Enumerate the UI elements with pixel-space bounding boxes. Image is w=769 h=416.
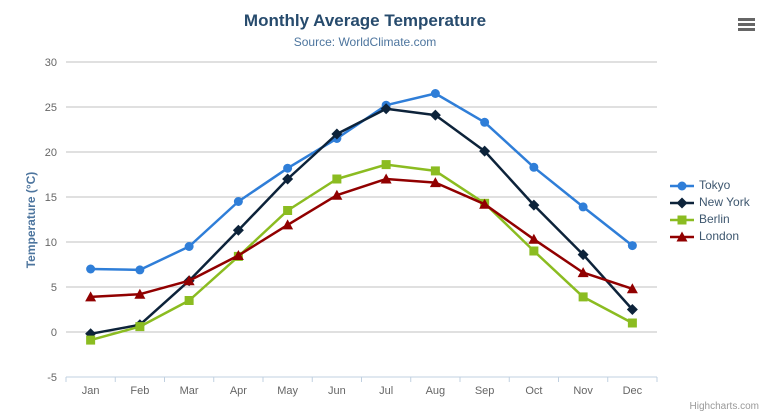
series-line-new-york <box>89 107 634 336</box>
data-point-new-york-dec[interactable] <box>626 304 638 315</box>
legend: Tokyo New York Berlin London <box>670 179 750 243</box>
x-axis-tick-label: Nov <box>573 385 593 397</box>
data-point-berlin-aug[interactable] <box>430 166 440 176</box>
data-point-tokyo-nov[interactable] <box>578 202 588 212</box>
series-line-tokyo <box>89 92 634 272</box>
legend-symbol-square-icon <box>670 215 694 224</box>
data-point-berlin-oct[interactable] <box>529 246 539 256</box>
x-axis-tick-label: Sep <box>475 385 495 397</box>
data-point-tokyo-aug[interactable] <box>430 89 440 98</box>
x-axis-tick-label: Jun <box>328 385 346 397</box>
data-point-tokyo-sep[interactable] <box>480 117 490 127</box>
x-axis-tick-label: Oct <box>525 385 542 397</box>
data-point-london-nov[interactable] <box>577 267 589 278</box>
legend-symbol-circle-icon <box>670 181 694 190</box>
chart-title: Monthly Average Temperature <box>243 11 487 30</box>
legend-label-london: London <box>699 229 740 243</box>
chart-subtitle: Source: WorldClimate.com <box>293 35 437 49</box>
legend-item-tokyo[interactable]: Tokyo <box>670 179 750 192</box>
legend-label-berlin: Berlin <box>699 212 730 226</box>
y-axis-tick-label: 25 <box>45 102 57 114</box>
legend-symbol-triangle-icon <box>670 231 694 241</box>
x-axis-tick-label: Feb <box>130 385 149 397</box>
data-point-new-york-nov[interactable] <box>577 249 589 261</box>
y-axis-tick-label: 5 <box>51 282 57 294</box>
x-axis-tick-label: Jan <box>82 385 100 397</box>
series-line-london <box>89 177 634 299</box>
data-point-new-york-jun[interactable] <box>331 128 343 140</box>
data-point-berlin-feb[interactable] <box>135 322 145 332</box>
y-axis-title: Temperature (°C) <box>24 171 38 269</box>
data-point-berlin-dec[interactable] <box>627 318 637 328</box>
data-point-tokyo-apr[interactable] <box>233 197 243 206</box>
legend-marker-tokyo[interactable] <box>677 181 687 190</box>
legend-item-new-york[interactable]: New York <box>670 196 750 209</box>
data-point-tokyo-feb[interactable] <box>135 265 145 275</box>
y-axis-tick-label: 15 <box>45 192 57 204</box>
data-point-london-feb[interactable] <box>134 288 146 299</box>
data-point-tokyo-mar[interactable] <box>184 242 194 251</box>
y-axis-tick-label: 10 <box>45 237 57 249</box>
legend-marker-berlin[interactable] <box>677 215 687 224</box>
data-point-london-mar[interactable] <box>183 275 195 286</box>
data-point-new-york-jul[interactable] <box>380 103 392 115</box>
legend-marker-new-york[interactable] <box>676 197 688 208</box>
x-axis-tick-label: Dec <box>623 385 643 397</box>
x-axis-tick-label: May <box>277 385 298 397</box>
x-axis-tick-label: Aug <box>426 385 446 397</box>
data-point-tokyo-oct[interactable] <box>529 162 539 172</box>
series-tokyo <box>86 89 637 275</box>
legend-item-berlin[interactable]: Berlin <box>670 213 750 226</box>
highcharts-credits-link[interactable]: Highcharts.com <box>689 401 759 412</box>
data-point-new-york-oct[interactable] <box>528 199 540 211</box>
x-axis-tick-label: Jul <box>379 385 393 397</box>
data-point-london-jan[interactable] <box>85 291 97 302</box>
data-point-berlin-jul[interactable] <box>381 160 391 170</box>
data-point-new-york-aug[interactable] <box>429 109 441 121</box>
series-line-berlin <box>89 163 634 342</box>
data-point-london-may[interactable] <box>282 219 294 230</box>
hamburger-icon <box>737 17 755 31</box>
data-point-london-oct[interactable] <box>528 233 540 244</box>
y-axis-tick-label: 20 <box>45 147 57 159</box>
legend-item-london[interactable]: London <box>670 230 750 243</box>
x-axis-tick-label: Apr <box>230 385 247 397</box>
y-axis-tick-label: 30 <box>45 57 57 69</box>
data-point-london-aug[interactable] <box>429 177 441 188</box>
data-point-london-sep[interactable] <box>479 198 491 209</box>
series-new-york <box>85 103 638 340</box>
legend-label-tokyo: Tokyo <box>699 178 731 192</box>
data-point-london-jun[interactable] <box>331 189 343 200</box>
data-point-new-york-sep[interactable] <box>479 145 491 157</box>
data-point-london-jul[interactable] <box>380 173 392 184</box>
legend-marker-london[interactable] <box>676 231 688 241</box>
data-point-berlin-may[interactable] <box>283 206 293 215</box>
data-point-berlin-nov[interactable] <box>578 292 588 302</box>
legend-label-new-york: New York <box>699 195 750 209</box>
x-axis-tick-label: Mar <box>180 385 199 397</box>
export-menu-button[interactable] <box>734 14 758 36</box>
data-point-tokyo-jan[interactable] <box>86 264 96 274</box>
y-axis-tick-label: -5 <box>47 372 57 384</box>
series-london <box>85 173 638 302</box>
data-point-tokyo-dec[interactable] <box>627 241 637 251</box>
data-point-tokyo-may[interactable] <box>283 163 293 173</box>
data-point-london-dec[interactable] <box>626 283 638 294</box>
data-point-berlin-jan[interactable] <box>86 335 96 345</box>
data-point-new-york-may[interactable] <box>282 173 294 185</box>
y-axis-tick-label: 0 <box>51 327 57 339</box>
data-point-berlin-jun[interactable] <box>332 174 342 184</box>
data-point-new-york-apr[interactable] <box>232 224 244 236</box>
data-point-london-apr[interactable] <box>232 250 244 260</box>
legend-symbol-diamond-icon <box>670 197 694 208</box>
data-point-berlin-mar[interactable] <box>184 296 194 305</box>
